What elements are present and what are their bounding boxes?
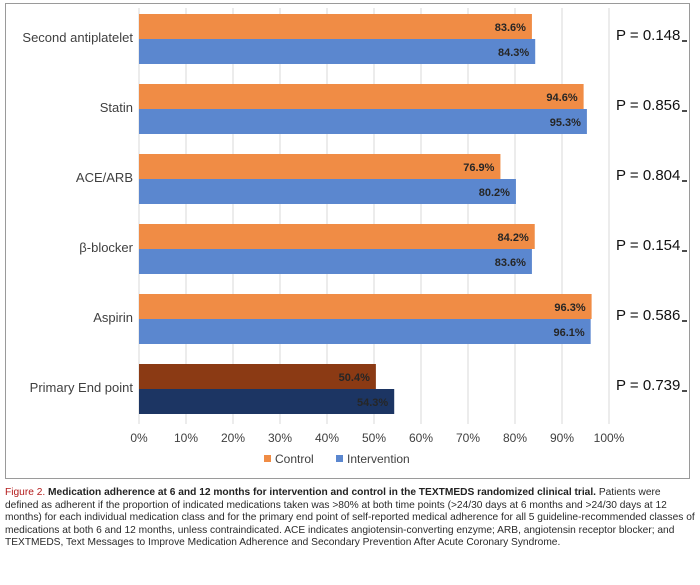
data-label: 50.4% (339, 372, 370, 384)
x-tick-label: 40% (315, 431, 339, 445)
data-label: 84.2% (498, 232, 529, 244)
category-label: ACE/ARB (76, 170, 133, 185)
category-label: Statin (100, 100, 133, 115)
bar-control (139, 154, 501, 179)
x-tick-label: 50% (362, 431, 386, 445)
x-tick-label: 20% (221, 431, 245, 445)
x-tick-label: 30% (268, 431, 292, 445)
bar-intervention (139, 39, 536, 64)
data-label: 96.1% (553, 327, 584, 339)
bar-intervention (139, 389, 395, 414)
x-tick-label: 80% (503, 431, 527, 445)
bar-intervention (139, 249, 532, 274)
data-label: 76.9% (463, 162, 494, 174)
data-label: 83.6% (495, 257, 526, 269)
data-label: 94.6% (546, 92, 577, 104)
bar-control (139, 364, 376, 389)
caption-lead: Figure 2. (5, 487, 46, 498)
data-label: 83.6% (495, 22, 526, 34)
x-tick-label: 10% (174, 431, 198, 445)
caption-body: Patients were defined as adherent if the… (5, 487, 695, 549)
bar-control (139, 224, 535, 249)
caption-title: Medication adherence at 6 and 12 months … (48, 487, 596, 498)
p-value-label: P = 0.154 (616, 237, 680, 254)
x-tick-label: 60% (409, 431, 433, 445)
p-value-label: P = 0.856 (616, 97, 680, 114)
p-value-label: P = 0.739 (616, 377, 680, 394)
x-tick-label: 0% (130, 431, 148, 445)
p-value-label: P = 0.804 (616, 167, 680, 184)
legend-label-intervention: Intervention (347, 452, 410, 466)
x-tick-label: 70% (456, 431, 480, 445)
figure-caption: Figure 2. Medication adherence at 6 and … (5, 487, 695, 550)
legend-label-control: Control (275, 452, 314, 466)
bar-control (139, 84, 584, 109)
bar-intervention (139, 179, 516, 204)
legend-swatch-control (264, 455, 271, 462)
category-label: β-blocker (79, 240, 133, 255)
bar-control (139, 294, 592, 319)
data-label: 95.3% (550, 117, 581, 129)
bar-intervention (139, 319, 591, 344)
bar-chart: 0% 10% 20% 30% 40% 50% 60% 70% 80% 90% 100% Second … (22, 8, 687, 466)
x-tick-label: 90% (550, 431, 574, 445)
data-label: 96.3% (554, 302, 585, 314)
p-value-label: P = 0.148 (616, 27, 680, 44)
x-tick-label: 100% (594, 431, 625, 445)
p-value-label: P = 0.586 (616, 307, 680, 324)
category-label: Aspirin (93, 310, 133, 325)
data-label: 54.3% (357, 397, 388, 409)
bar-intervention (139, 109, 587, 134)
bar-control (139, 14, 532, 39)
category-label: Primary End point (30, 380, 134, 395)
chart-frame: 0% 10% 20% 30% 40% 50% 60% 70% 80% 90% 100% Second … (5, 3, 690, 479)
legend-swatch-intervention (336, 455, 343, 462)
data-label: 80.2% (479, 187, 510, 199)
data-label: 84.3% (498, 47, 529, 59)
category-label: Second antiplatelet (22, 30, 133, 45)
